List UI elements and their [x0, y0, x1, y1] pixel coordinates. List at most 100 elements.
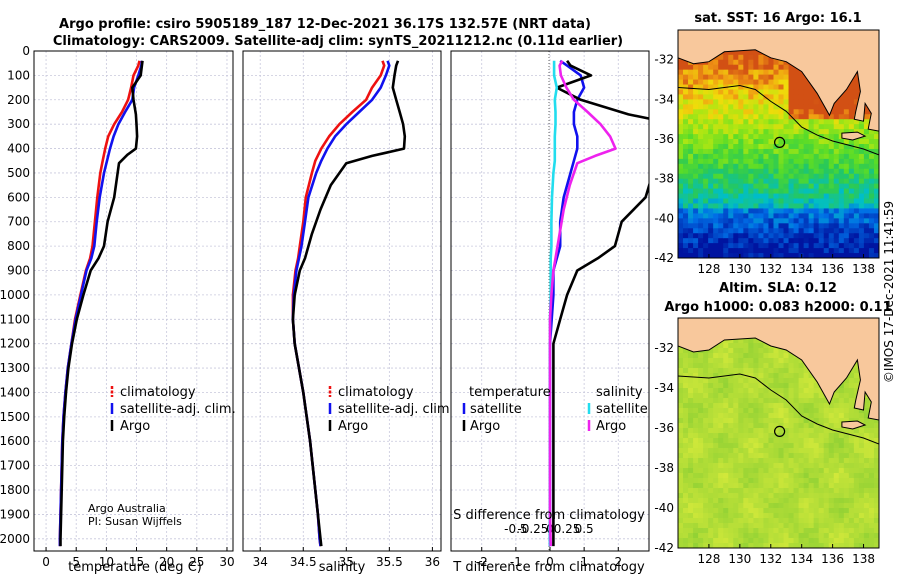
heatmap-cell [838, 168, 845, 175]
heatmap-cell [838, 433, 845, 439]
heatmap-cell [743, 468, 749, 474]
heatmap-cell [693, 94, 699, 100]
heatmap-cell [678, 538, 684, 544]
heatmap-cell [733, 64, 739, 71]
heatmap-cell [763, 468, 770, 474]
heatmap-cell [803, 523, 810, 529]
heatmap-cell [758, 388, 765, 394]
heatmap-cell [813, 94, 820, 100]
heatmap-cell [743, 393, 749, 399]
heatmap-cell [773, 79, 780, 86]
heatmap-cell [698, 388, 704, 394]
heatmap-cell [688, 114, 694, 120]
heatmap-cell [733, 498, 739, 504]
heatmap-cell [768, 518, 775, 524]
heatmap-cell [713, 173, 719, 180]
heatmap-cell [713, 368, 719, 374]
heatmap-cell [683, 368, 689, 374]
heatmap-cell [818, 498, 825, 504]
heatmap-cell [798, 453, 805, 459]
heatmap-cell [838, 218, 845, 224]
heatmap-cell [693, 114, 699, 120]
heatmap-cell [798, 109, 805, 115]
heatmap-cell [868, 193, 875, 200]
heatmap-cell [718, 79, 724, 86]
heatmap-cell [833, 403, 840, 409]
heatmap-cell [793, 74, 800, 81]
heatmap-cell [733, 338, 739, 344]
heatmap-cell [848, 518, 855, 524]
heatmap-cell [778, 473, 785, 479]
heatmap-cell [728, 213, 734, 219]
heatmap-cell [698, 463, 704, 469]
heatmap-cell [823, 533, 830, 539]
heatmap-cell [748, 528, 754, 534]
heatmap-cell [703, 223, 709, 229]
heatmap-cell [793, 438, 800, 444]
latitude-tick-label: -40 [654, 501, 674, 515]
heatmap-cell [768, 418, 775, 424]
heatmap-cell [753, 168, 760, 175]
heatmap-cell [758, 248, 765, 254]
heatmap-cell [768, 503, 775, 509]
heatmap-cell [763, 508, 770, 514]
heatmap-cell [683, 114, 689, 120]
sla-map: Altim. SLA: 0.12 Argo h1000: 0.083 h2000… [654, 281, 891, 566]
heatmap-cell [843, 428, 850, 434]
heatmap-cell [863, 213, 870, 219]
heatmap-cell [743, 498, 749, 504]
heatmap-cell [843, 378, 850, 384]
heatmap-cell [838, 478, 845, 484]
heatmap-cell [783, 218, 790, 224]
heatmap-cell [823, 488, 830, 494]
heatmap-cell [843, 483, 850, 489]
heatmap-cell [753, 49, 760, 56]
heatmap-cell [678, 408, 684, 414]
heatmap-cell [723, 243, 729, 249]
heatmap-cell [703, 388, 709, 394]
heatmap-cell [838, 388, 845, 394]
heatmap-cell [688, 79, 694, 86]
heatmap-cell [848, 148, 855, 155]
sst-map-frame [677, 29, 880, 259]
heatmap-cell [813, 403, 820, 409]
heatmap-cell [768, 523, 775, 529]
heatmap-cell [688, 213, 694, 219]
heatmap-cell [733, 468, 739, 474]
heatmap-cell [683, 438, 689, 444]
heatmap-cell [803, 203, 810, 210]
heatmap-cell [733, 198, 739, 205]
heatmap-cell [758, 139, 765, 145]
heatmap-cell [748, 114, 754, 120]
heatmap-cell [823, 483, 830, 489]
heatmap-cell [748, 408, 754, 414]
heatmap-cell [728, 64, 734, 71]
heatmap-cell [818, 238, 825, 244]
x-tick-label: 34 [253, 555, 268, 569]
heatmap-cell [723, 144, 729, 150]
latitude-tick-label: -34 [654, 92, 674, 106]
heatmap-cell [793, 388, 800, 394]
heatmap-cell [698, 503, 704, 509]
heatmap-cell [833, 488, 840, 494]
heatmap-cell [858, 163, 865, 170]
heatmap-cell [738, 498, 744, 504]
heatmap-cell [723, 223, 729, 229]
heatmap-cell [753, 64, 760, 71]
longitude-tick-labels: 128 130 132 134 136 138 [697, 544, 875, 566]
heatmap-cell [798, 393, 805, 399]
heatmap-cell [873, 248, 879, 254]
heatmap-cell [678, 129, 684, 135]
heatmap-cell [713, 378, 719, 384]
heatmap-cell [728, 348, 734, 354]
heatmap-cell [808, 99, 815, 105]
heatmap-cell [713, 218, 719, 224]
heatmap-cell [708, 533, 714, 539]
heatmap-cell [818, 503, 825, 509]
heatmap-cell [743, 129, 749, 135]
heatmap-cell [723, 193, 729, 200]
heatmap-cell [758, 104, 765, 110]
heatmap-cell [853, 528, 860, 534]
heatmap-cell [833, 228, 840, 234]
heatmap-cell [773, 233, 780, 239]
